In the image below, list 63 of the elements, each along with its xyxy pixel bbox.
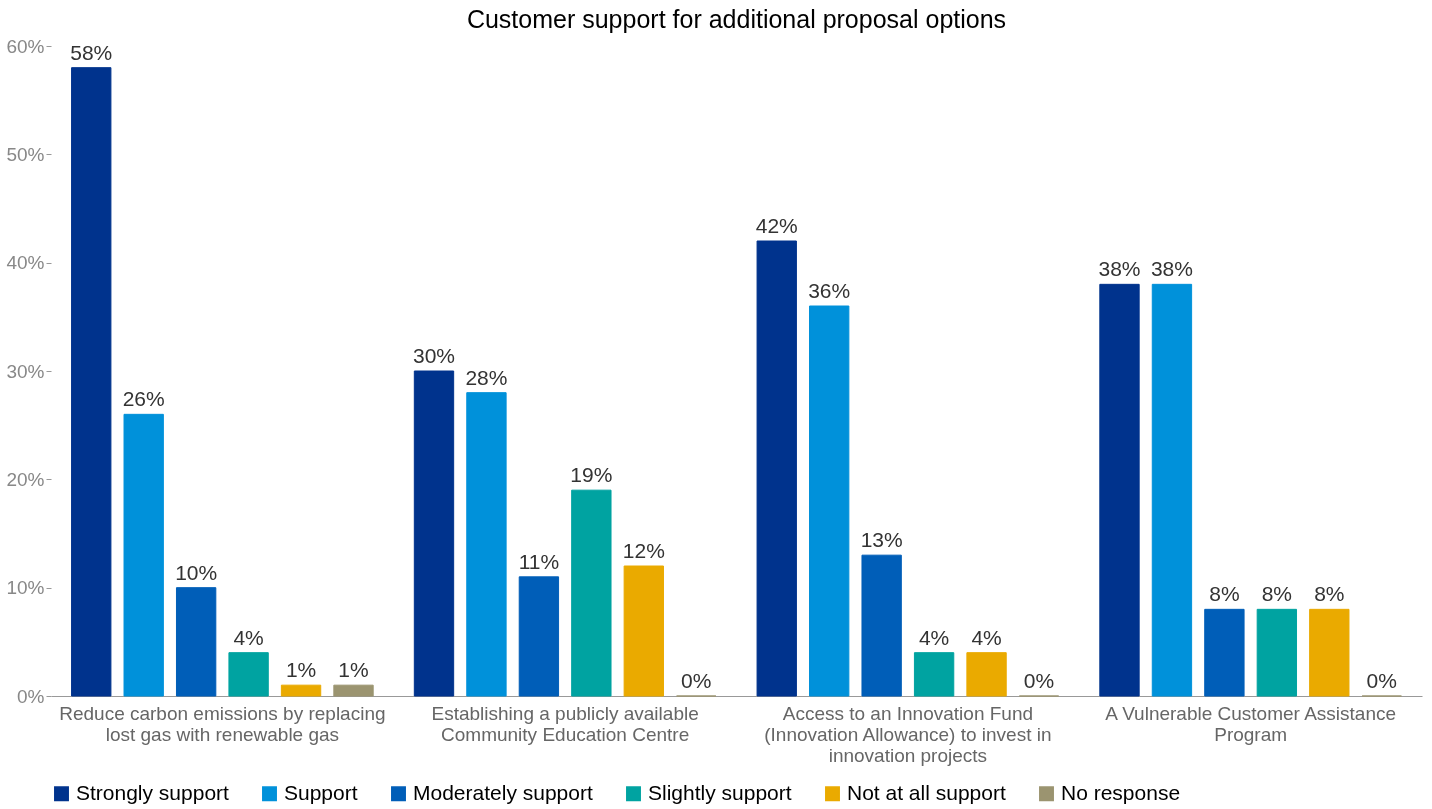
legend-label: Not at all support xyxy=(847,780,1006,804)
bar xyxy=(228,652,269,697)
bar xyxy=(756,240,797,697)
data-label: 10% xyxy=(175,560,218,584)
bar xyxy=(280,684,322,697)
data-label: 1% xyxy=(285,658,317,682)
legend-label: Strongly support xyxy=(76,780,230,804)
bar xyxy=(1256,608,1298,697)
bar xyxy=(333,684,374,697)
bar xyxy=(1151,283,1193,697)
y-tick-label: 20% xyxy=(6,468,45,490)
legend-label: Support xyxy=(284,780,358,804)
legend-label: No response xyxy=(1061,780,1181,804)
data-label: 19% xyxy=(570,463,613,487)
data-label: 8% xyxy=(1209,582,1240,606)
data-label: 0% xyxy=(681,669,712,692)
x-tick-label: Reduce carbon emissions by replacing lost gas with renewable gas xyxy=(59,702,386,745)
data-label: 8% xyxy=(1314,582,1345,606)
x-tick-label: A Vulnerable Customer Assistance Program xyxy=(1105,702,1397,745)
data-label: 11% xyxy=(518,549,560,573)
data-label: 8% xyxy=(1261,582,1293,606)
bar xyxy=(518,576,560,697)
bar xyxy=(466,392,507,697)
bar xyxy=(1099,283,1140,697)
bar xyxy=(861,554,902,697)
x-tick-label: Establishing a publicly available Community Education Centre xyxy=(431,702,699,745)
bar xyxy=(413,370,455,697)
data-label: 38% xyxy=(1150,257,1193,281)
data-label: 4% xyxy=(918,625,950,649)
y-tick-label: 30% xyxy=(6,360,45,382)
bar xyxy=(175,587,217,697)
legend-label: Slightly support xyxy=(648,780,792,804)
y-tick-label: 40% xyxy=(6,252,45,274)
data-label: 30% xyxy=(412,344,455,367)
bar xyxy=(571,489,612,697)
data-label: 1% xyxy=(338,658,369,682)
bar xyxy=(623,565,664,697)
data-label: 42% xyxy=(755,214,798,237)
bar xyxy=(1309,608,1350,697)
data-label: 4% xyxy=(971,625,1002,649)
y-tick-label: 60% xyxy=(6,35,45,57)
bar xyxy=(71,67,112,697)
data-label: 58% xyxy=(70,40,113,64)
bar xyxy=(809,305,850,697)
x-tick-label: Access to an Innovation Fund (Innovation Allowance) to invest in innovation projects xyxy=(764,702,1052,766)
data-label: 26% xyxy=(122,387,165,411)
data-label: 4% xyxy=(233,625,264,649)
data-label: 12% xyxy=(622,539,665,562)
data-label: 0% xyxy=(1023,669,1055,692)
chart-title: Customer support for additional proposal options xyxy=(466,5,1007,33)
data-label: 0% xyxy=(1366,669,1397,692)
data-label: 38% xyxy=(1098,257,1141,281)
bar xyxy=(966,652,1007,697)
bar xyxy=(913,652,955,697)
bar xyxy=(1204,608,1245,697)
data-label: 36% xyxy=(808,279,851,302)
data-label: 13% xyxy=(860,528,903,552)
y-tick-label: 50% xyxy=(6,143,45,165)
bar xyxy=(123,413,164,697)
legend-label: Moderately support xyxy=(413,780,593,804)
data-label: 28% xyxy=(465,365,508,389)
y-tick-label: 10% xyxy=(6,577,45,599)
y-tick-label: 0% xyxy=(17,685,45,707)
